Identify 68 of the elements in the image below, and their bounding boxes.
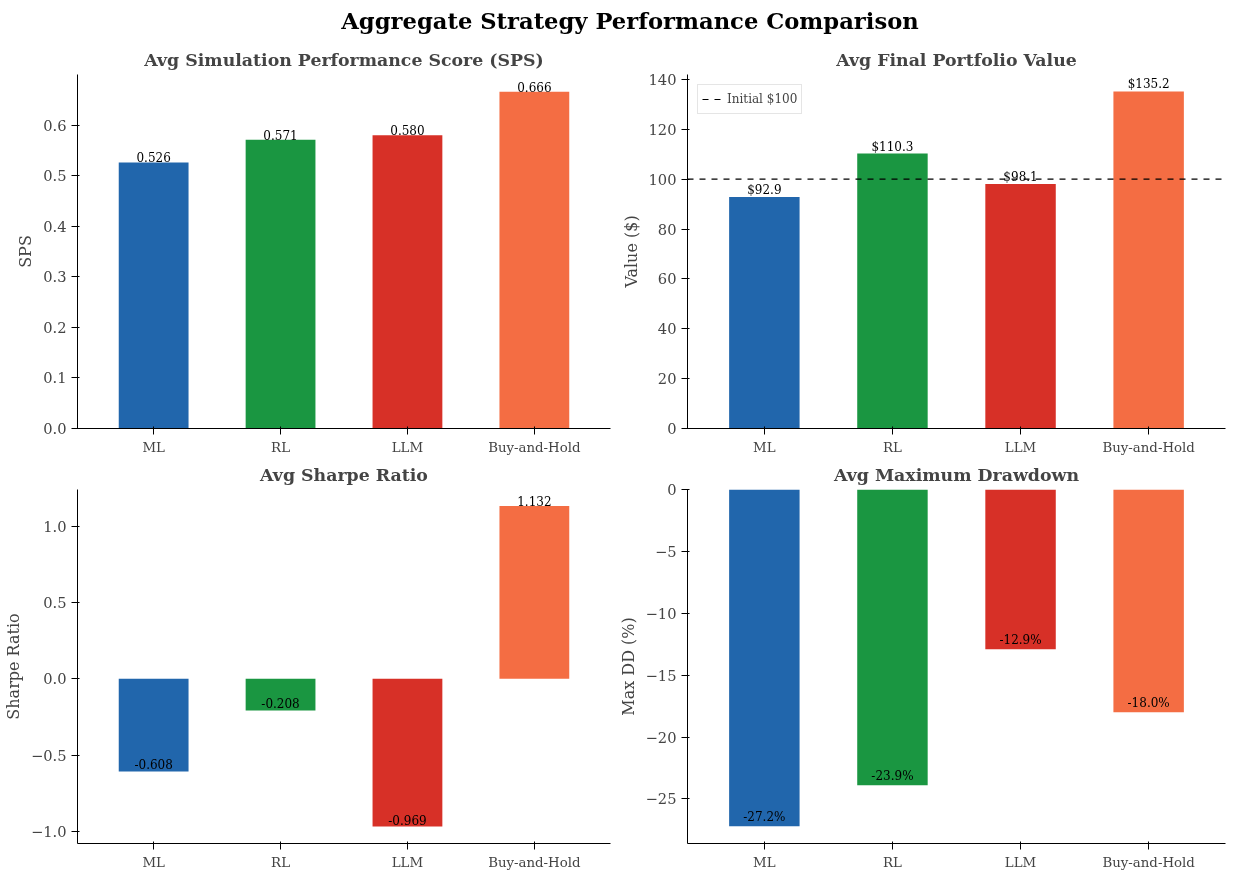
data-label: 0.526 [136, 151, 171, 166]
y-tick-label: −1.0 [30, 823, 67, 841]
x-tick-label: Buy-and-Hold [488, 854, 582, 870]
y-tick-label: −25 [645, 790, 677, 808]
x-tick-label: RL [271, 854, 291, 870]
data-label: -0.608 [134, 758, 173, 773]
x-tick-label: RL [883, 439, 903, 455]
data-label: $98.1 [1003, 170, 1038, 185]
y-tick-label: 140 [648, 71, 677, 89]
data-label: -27.2% [743, 810, 786, 825]
data-label: 0.571 [263, 129, 298, 144]
x-tick-label: LLM [1004, 439, 1037, 455]
y-tick-label: 0 [667, 481, 677, 499]
data-label: 1.132 [517, 495, 552, 510]
y-tick-label: −20 [645, 728, 677, 746]
y-tick-label: 40 [657, 320, 677, 338]
x-tick-label: Buy-and-Hold [1102, 439, 1196, 455]
y-tick-label: 0.1 [43, 369, 67, 387]
y-tick-label: 0.4 [43, 218, 67, 236]
y-tick-label: −10 [645, 605, 677, 623]
chart-title: Avg Maximum Drawdown [832, 464, 1080, 485]
x-tick-label: LLM [1004, 854, 1037, 870]
legend-label: Initial $100 [727, 92, 798, 107]
x-tick-label: ML [142, 854, 166, 870]
text: Aggregate Strategy Performance Comparison [341, 7, 919, 36]
y-tick-label: 100 [648, 171, 677, 189]
data-label: 0.580 [390, 124, 425, 139]
y-tick-label: 0.6 [43, 116, 67, 134]
data-label: $135.2 [1127, 77, 1170, 92]
y-tick-label: 0.5 [43, 167, 67, 185]
y-tick-label: 0 [667, 420, 677, 438]
x-tick-label: RL [883, 854, 903, 870]
x-tick-label: LLM [391, 439, 424, 455]
x-tick-label: ML [753, 854, 776, 870]
x-tick-label: Buy-and-Hold [1102, 854, 1196, 870]
data-label: -23.9% [871, 769, 914, 784]
data-label: $92.9 [747, 183, 782, 198]
x-tick-label: RL [271, 439, 291, 455]
chart-title: Avg Final Portfolio Value [835, 49, 1077, 70]
y-tick-label: 20 [657, 370, 677, 388]
y-tick-label: 0.0 [43, 670, 67, 688]
y-axis-title: SPS [16, 235, 36, 269]
x-tick-label: ML [753, 439, 776, 455]
y-axis-title: Value ($) [621, 215, 641, 290]
data-label: -12.9% [999, 633, 1042, 648]
x-tick-label: ML [142, 439, 166, 455]
data-label: 0.666 [517, 81, 552, 96]
data-label: $110.3 [871, 139, 914, 154]
data-label: -0.208 [261, 697, 300, 712]
y-tick-label: 0.2 [43, 319, 67, 337]
y-tick-label: 80 [657, 220, 677, 238]
x-tick-label: LLM [391, 854, 424, 870]
chart-title: Avg Sharpe Ratio [259, 464, 428, 485]
data-label: -0.969 [388, 813, 427, 828]
y-tick-label: −5 [654, 543, 677, 561]
y-tick-label: −15 [645, 667, 677, 685]
y-axis-title: Max DD (%) [618, 617, 638, 717]
y-tick-label: 0.3 [43, 268, 67, 286]
x-tick-label: Buy-and-Hold [488, 439, 582, 455]
y-tick-label: 0.0 [43, 420, 67, 438]
y-tick-label: 120 [648, 121, 677, 139]
chart-title: Avg Simulation Performance Score (SPS) [143, 49, 544, 70]
y-tick-label: 1.0 [43, 518, 67, 535]
y-tick-label: 0.5 [43, 594, 67, 612]
y-tick-label: −0.5 [30, 746, 67, 764]
y-tick-label: 60 [657, 270, 677, 288]
y-axis-title: Sharpe Ratio [3, 613, 23, 721]
data-label: -18.0% [1127, 696, 1170, 711]
